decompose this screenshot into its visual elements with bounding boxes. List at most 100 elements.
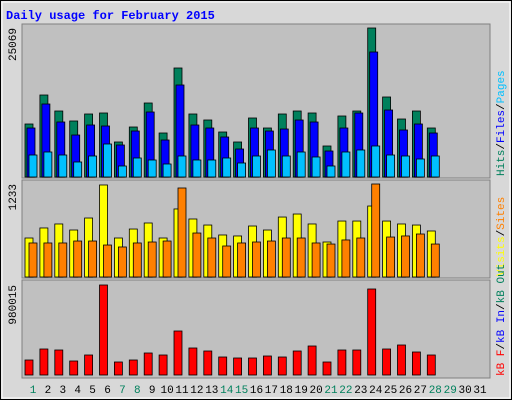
bar <box>341 239 351 278</box>
legend-entry: kB In <box>496 310 508 343</box>
bar <box>103 244 112 278</box>
legend-entry: Sites <box>496 197 508 230</box>
x-tick-label: 26 <box>399 385 412 397</box>
bar <box>415 158 425 178</box>
x-tick-label: 31 <box>473 385 487 397</box>
bar <box>281 237 291 278</box>
x-tick-label: 8 <box>134 385 141 397</box>
bar <box>311 156 321 178</box>
bar <box>222 245 232 278</box>
bar <box>88 240 97 278</box>
bar <box>292 350 302 376</box>
bar <box>252 155 261 178</box>
bar <box>367 288 377 376</box>
bar <box>426 354 436 376</box>
x-tick-label: 5 <box>89 385 96 397</box>
bar <box>322 361 332 376</box>
x-tick-label: 9 <box>149 385 156 397</box>
bar <box>28 242 38 278</box>
bar <box>58 154 68 178</box>
bar <box>397 344 406 376</box>
legend-separator: / <box>496 303 508 310</box>
legend-entry: kB F <box>496 350 508 376</box>
x-tick-label: 20 <box>309 385 322 397</box>
bar <box>266 149 276 178</box>
bar <box>237 242 247 278</box>
bar <box>114 361 123 376</box>
x-tick-label: 29 <box>444 385 457 397</box>
bar <box>147 241 157 278</box>
bar <box>401 235 410 278</box>
bar <box>352 349 362 376</box>
x-tick-label: 19 <box>295 385 308 397</box>
bar <box>326 165 336 178</box>
bar <box>262 355 272 376</box>
bar <box>73 161 83 178</box>
bar <box>128 359 138 376</box>
bar <box>69 360 79 376</box>
bar <box>430 243 440 278</box>
bar <box>281 155 291 178</box>
x-tick-label: 4 <box>74 385 81 397</box>
bar <box>296 237 306 278</box>
bar <box>158 354 168 376</box>
bar <box>411 351 421 376</box>
x-tick-label: 13 <box>205 385 218 397</box>
x-tick-label: 12 <box>190 385 203 397</box>
bar <box>203 350 213 376</box>
legend-separator: / <box>496 230 508 237</box>
bar <box>177 155 187 178</box>
bar <box>277 356 287 376</box>
bar <box>99 284 108 376</box>
bar <box>192 232 202 278</box>
bar <box>84 354 93 376</box>
y-tick-label: 25069 <box>8 28 20 61</box>
bar <box>192 159 202 178</box>
bar <box>73 240 83 278</box>
bar <box>307 345 317 376</box>
bar <box>326 243 336 278</box>
legend-entry: Hits <box>496 150 508 176</box>
bar <box>88 155 97 178</box>
bar <box>173 330 183 376</box>
bar <box>118 165 127 178</box>
bar <box>24 359 34 376</box>
bar <box>147 159 157 178</box>
x-tick-label: 18 <box>280 385 293 397</box>
x-tick-label: 28 <box>429 385 442 397</box>
bar <box>218 356 228 376</box>
bar <box>248 357 257 376</box>
legend-entry: Pages <box>496 70 508 103</box>
x-tick-label: 10 <box>160 385 173 397</box>
bar <box>356 237 366 278</box>
legend: Visits/Sites <box>496 197 508 276</box>
x-tick-label: 22 <box>339 385 352 397</box>
x-tick-label: 30 <box>458 385 471 397</box>
legend-entry: Visits <box>496 236 508 276</box>
bar <box>132 157 142 178</box>
legend: kB F/kB In/kB Out <box>496 264 508 376</box>
x-tick-label: 15 <box>235 385 248 397</box>
bar <box>54 349 64 376</box>
bar <box>177 187 187 278</box>
legend-separator: / <box>496 103 508 110</box>
x-tick-label: 2 <box>45 385 52 397</box>
legend-separator: / <box>496 143 508 150</box>
bar <box>143 352 153 376</box>
bar <box>386 154 396 178</box>
bar <box>430 155 440 178</box>
bar <box>207 159 217 178</box>
bar <box>207 237 217 278</box>
bar <box>296 151 306 178</box>
x-tick-label: 6 <box>104 385 111 397</box>
bar <box>371 145 381 178</box>
bar <box>118 246 127 278</box>
y-tick-label: 980015 <box>8 285 20 325</box>
x-tick-label: 3 <box>59 385 66 397</box>
bar <box>415 233 425 278</box>
bar <box>237 162 247 178</box>
x-tick-label: 17 <box>265 385 278 397</box>
x-tick-label: 16 <box>250 385 263 397</box>
